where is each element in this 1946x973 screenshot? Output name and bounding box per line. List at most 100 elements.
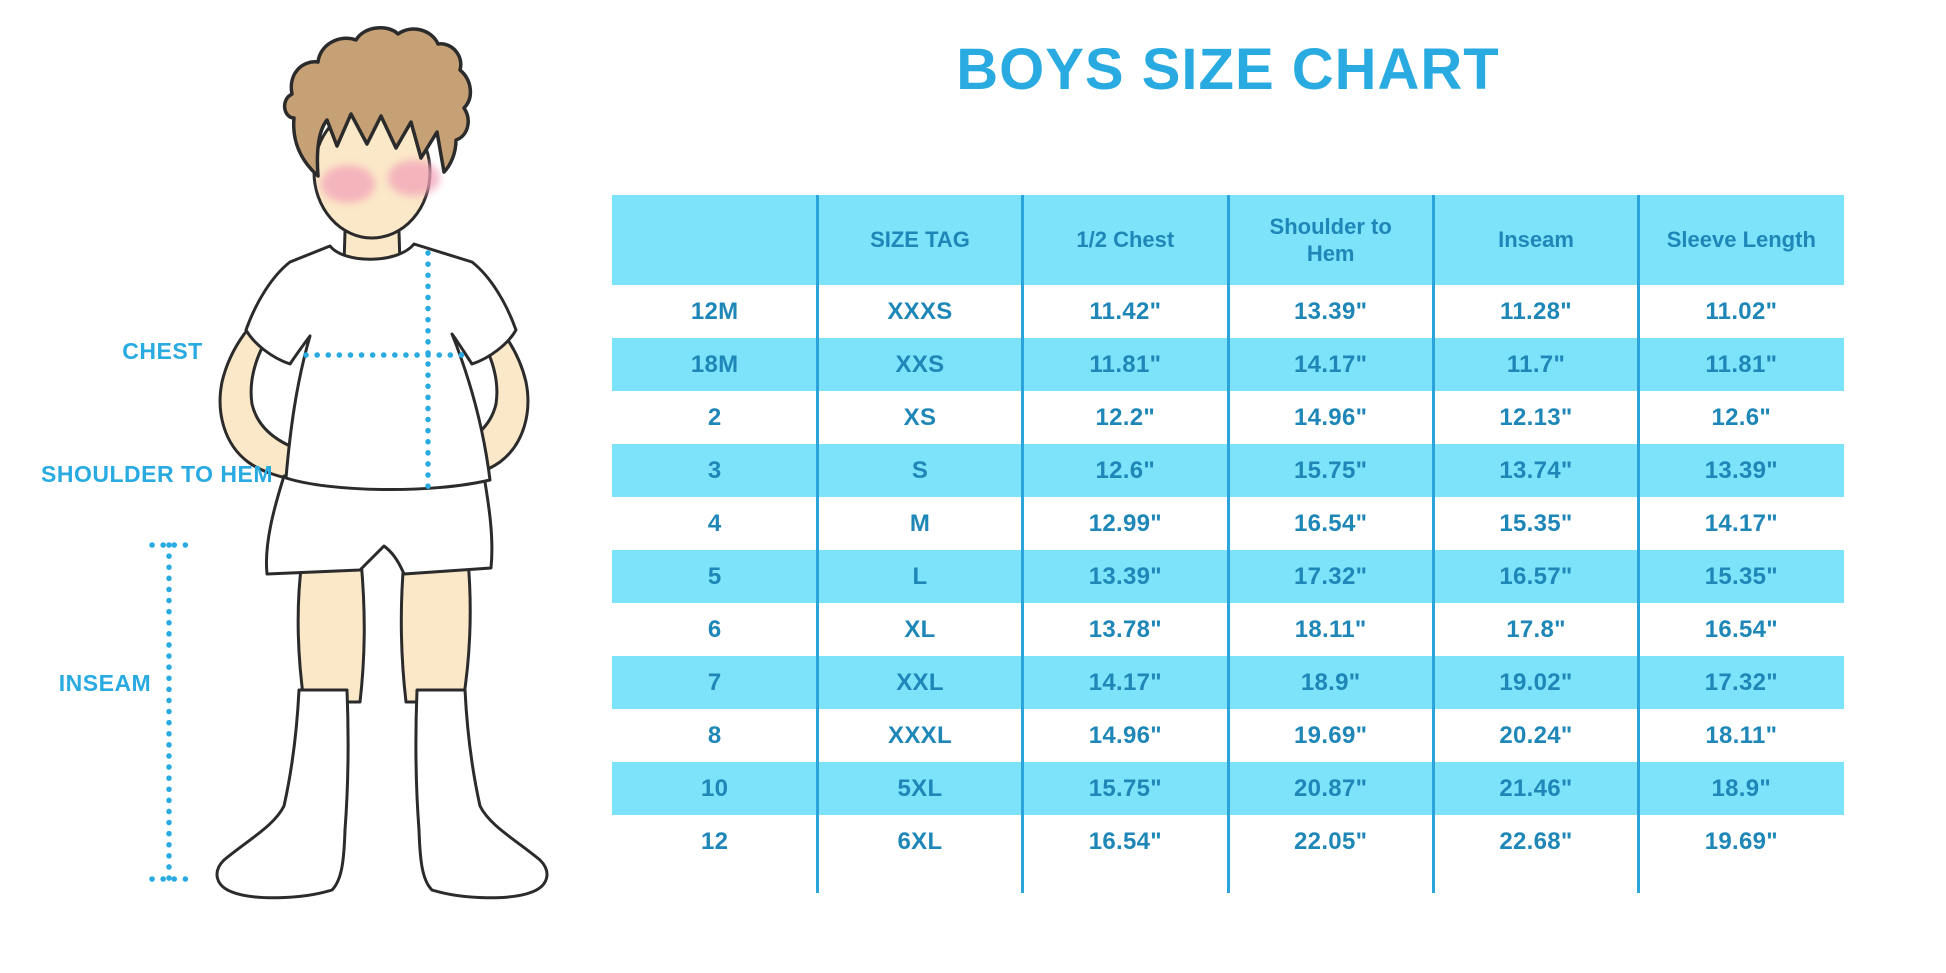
- cell-shoulder-to-hem: 19.69": [1294, 721, 1368, 749]
- cell-half-chest: 11.81": [1089, 350, 1162, 378]
- cell-sleeve-length: 11.81": [1705, 350, 1778, 378]
- cell-size: 18M: [690, 350, 739, 378]
- cell-shoulder-to-hem: 16.54": [1294, 509, 1368, 537]
- cell-sleeve-length: 16.54": [1704, 615, 1778, 643]
- left-leg-shape: [296, 558, 366, 704]
- cell-sleeve-length: 11.02": [1705, 297, 1778, 325]
- cell-inseam: 17.8": [1506, 615, 1566, 643]
- size-table: SIZE TAG 1/2 Chest Shoulder to Hem Insea…: [612, 195, 1844, 893]
- cell-size-tag: M: [909, 509, 931, 537]
- cell-shoulder-to-hem: 15.75": [1294, 456, 1368, 484]
- column-divider-5: [1637, 195, 1640, 893]
- cell-half-chest: 13.78": [1088, 615, 1162, 643]
- header-cell-inseam: Inseam: [1498, 227, 1574, 253]
- left-blush: [321, 165, 375, 203]
- right-sock-shape: [414, 688, 549, 900]
- cell-half-chest: 16.54": [1088, 827, 1162, 855]
- cell-inseam: 19.02": [1499, 668, 1573, 696]
- inseam-label: INSEAM: [58, 670, 152, 696]
- size-row-12: 12 6XL 16.54" 22.05" 22.68" 19.69": [612, 815, 1844, 868]
- cell-size-tag: XXXS: [887, 297, 953, 325]
- cell-half-chest: 14.17": [1088, 668, 1162, 696]
- cell-sleeve-length: 14.17": [1704, 509, 1778, 537]
- cell-inseam: 12.13": [1499, 403, 1573, 431]
- cell-size-tag: XXL: [896, 668, 944, 696]
- cell-size-tag: 5XL: [897, 774, 943, 802]
- cell-shoulder-to-hem: 20.87": [1294, 774, 1368, 802]
- cell-half-chest: 13.39": [1088, 562, 1162, 590]
- cell-size: 2: [707, 403, 722, 431]
- size-row-12M: 12M XXXS 11.42" 13.39" 11.28" 11.02": [612, 285, 1844, 338]
- hair-shape: [282, 26, 473, 178]
- cell-shoulder-to-hem: 18.11": [1294, 615, 1367, 643]
- cell-size: 5: [707, 562, 722, 590]
- tshirt-shape: [244, 242, 518, 492]
- cell-size: 12M: [690, 297, 739, 325]
- cell-size-tag: 6XL: [897, 827, 943, 855]
- cell-size: 3: [707, 456, 722, 484]
- column-divider-2: [1021, 195, 1024, 893]
- cell-inseam: 20.24": [1499, 721, 1573, 749]
- header-cell-half-chest: 1/2 Chest: [1076, 227, 1175, 253]
- cell-shoulder-to-hem: 22.05": [1294, 827, 1368, 855]
- cell-inseam: 21.46": [1499, 774, 1573, 802]
- cell-shoulder-to-hem: 18.9": [1300, 668, 1361, 696]
- cell-half-chest: 11.42": [1089, 297, 1162, 325]
- cell-shoulder-to-hem: 13.39": [1294, 297, 1368, 325]
- cell-size-tag: S: [911, 456, 929, 484]
- left-sock-shape: [215, 688, 350, 900]
- cell-sleeve-length: 13.39": [1704, 456, 1778, 484]
- right-leg-shape: [399, 558, 472, 704]
- cell-shoulder-to-hem: 17.32": [1294, 562, 1368, 590]
- header-cell-shoulder-to-hem: Shoulder to Hem: [1269, 213, 1392, 267]
- cell-inseam: 15.35": [1499, 509, 1573, 537]
- cell-inseam: 11.7": [1506, 350, 1566, 378]
- size-row-4: 4 M 12.99" 16.54" 15.35" 14.17": [612, 497, 1844, 550]
- cell-sleeve-length: 12.6": [1711, 403, 1772, 431]
- cell-sleeve-length: 19.69": [1704, 827, 1778, 855]
- header-cell-sleeve-length: Sleeve Length: [1666, 227, 1816, 253]
- cell-half-chest: 15.75": [1088, 774, 1162, 802]
- cell-sleeve-length: 15.35": [1704, 562, 1778, 590]
- column-divider-4: [1432, 195, 1435, 893]
- cell-inseam: 13.74": [1499, 456, 1573, 484]
- cell-half-chest: 12.2": [1095, 403, 1156, 431]
- cell-size: 7: [707, 668, 722, 696]
- cell-sleeve-length: 18.9": [1711, 774, 1772, 802]
- size-row-8: 8 XXXL 14.96" 19.69" 20.24" 18.11": [612, 709, 1844, 762]
- column-divider-3: [1227, 195, 1230, 893]
- cell-shoulder-to-hem: 14.17": [1294, 350, 1368, 378]
- cell-size-tag: XL: [904, 615, 936, 643]
- cell-size-tag: XXS: [895, 350, 945, 378]
- cell-size-tag: XS: [903, 403, 937, 431]
- cell-size-tag: L: [912, 562, 928, 590]
- cell-half-chest: 12.6": [1095, 456, 1156, 484]
- cell-size: 8: [707, 721, 722, 749]
- cell-size-tag: XXXL: [888, 721, 952, 749]
- cell-size: 10: [701, 774, 729, 802]
- size-row-2: 2 XS 12.2" 14.96" 12.13" 12.6": [612, 391, 1844, 444]
- cell-half-chest: 12.99": [1088, 509, 1162, 537]
- shoulder-to-hem-label: SHOULDER TO HEM: [41, 461, 273, 487]
- left-arm-shape: [218, 298, 308, 482]
- cell-half-chest: 14.96": [1088, 721, 1162, 749]
- cell-size: 6: [707, 615, 722, 643]
- cell-size: 4: [707, 509, 722, 537]
- chest-label: CHEST: [122, 338, 203, 364]
- cell-inseam: 11.28": [1500, 297, 1572, 325]
- boy-figure-illustration: [149, 26, 549, 900]
- cell-shoulder-to-hem: 14.96": [1294, 403, 1368, 431]
- right-blush: [388, 160, 440, 196]
- cell-size: 12: [701, 827, 729, 855]
- page-title: BOYS SIZE CHART: [956, 37, 1500, 102]
- column-divider-1: [816, 195, 819, 893]
- header-cell-size-tag: SIZE TAG: [870, 227, 970, 253]
- header-cell-size: [612, 195, 817, 285]
- cell-sleeve-length: 17.32": [1704, 668, 1778, 696]
- cell-inseam: 16.57": [1499, 562, 1573, 590]
- cell-inseam: 22.68": [1499, 827, 1573, 855]
- cell-sleeve-length: 18.11": [1705, 721, 1778, 749]
- shorts-shape: [264, 474, 494, 576]
- size-row-6: 6 XL 13.78" 18.11" 17.8" 16.54": [612, 603, 1844, 656]
